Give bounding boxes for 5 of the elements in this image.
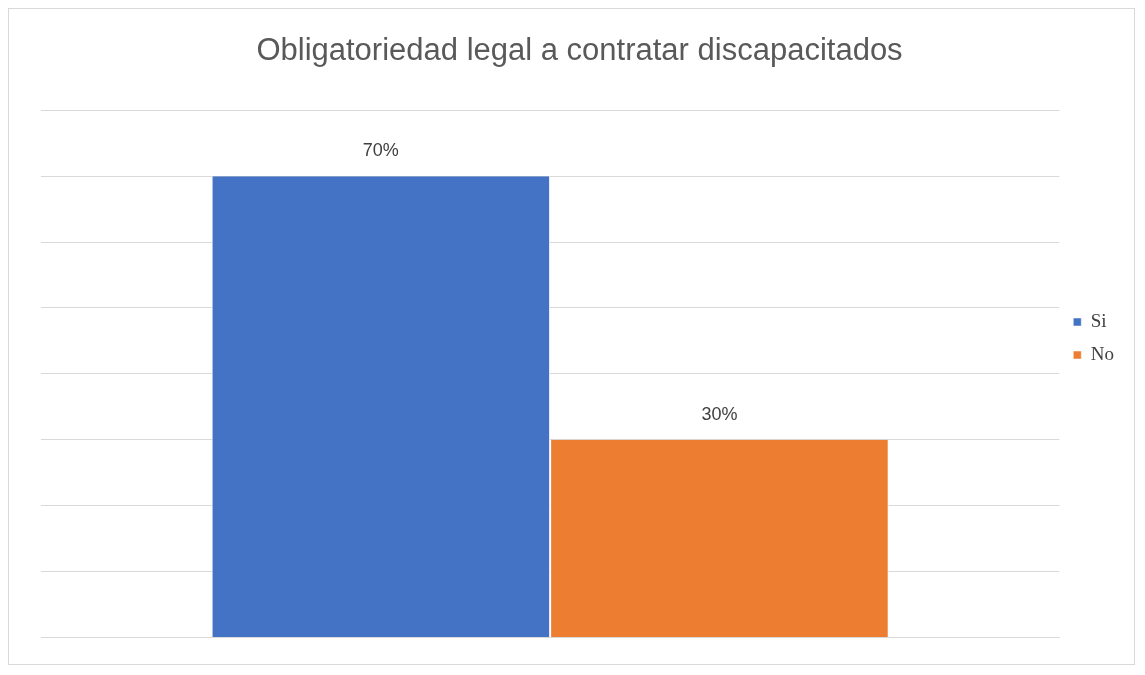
data-label: 70% [362, 140, 399, 161]
data-label: 30% [701, 403, 738, 424]
chart-title: Obligatoriedad legal a contratar discapacitados [256, 32, 903, 68]
legend-label: No [1090, 342, 1115, 364]
legend-label: Si [1090, 309, 1107, 331]
